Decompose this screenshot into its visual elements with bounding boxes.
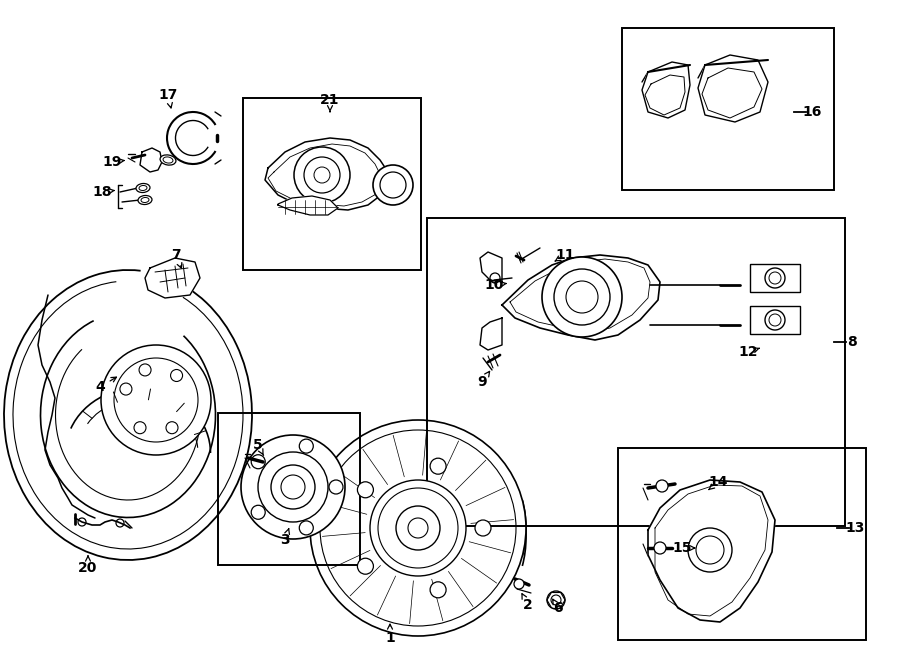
Text: 16: 16 (802, 105, 822, 119)
Bar (622, 28, 834, 190)
Bar (750, 264, 800, 292)
Text: 20: 20 (78, 561, 98, 575)
Circle shape (430, 582, 446, 598)
Bar (243, 98, 421, 270)
Circle shape (514, 579, 524, 589)
Circle shape (120, 383, 132, 395)
Ellipse shape (138, 195, 152, 205)
Text: 6: 6 (554, 601, 562, 615)
Circle shape (373, 165, 413, 205)
Polygon shape (140, 148, 162, 172)
Text: 19: 19 (103, 155, 122, 169)
Text: 10: 10 (484, 278, 504, 292)
Text: 2: 2 (523, 598, 533, 612)
Bar (427, 218, 845, 526)
Polygon shape (480, 318, 502, 350)
Circle shape (357, 482, 374, 498)
Circle shape (357, 558, 374, 574)
Text: 9: 9 (477, 375, 487, 389)
Polygon shape (698, 55, 768, 122)
Polygon shape (502, 255, 660, 340)
Circle shape (101, 345, 211, 455)
Circle shape (765, 310, 785, 330)
Circle shape (370, 480, 466, 576)
Circle shape (396, 506, 440, 550)
Circle shape (430, 458, 446, 474)
Circle shape (271, 465, 315, 509)
Text: 15: 15 (672, 541, 692, 555)
Text: 3: 3 (280, 533, 290, 547)
Text: 8: 8 (847, 335, 857, 349)
Text: 21: 21 (320, 93, 340, 107)
Circle shape (310, 420, 526, 636)
Polygon shape (278, 196, 338, 215)
Text: 18: 18 (92, 185, 112, 199)
Bar (750, 306, 800, 334)
Bar (218, 413, 360, 565)
Circle shape (329, 480, 343, 494)
Circle shape (765, 268, 785, 288)
Circle shape (300, 521, 313, 535)
Circle shape (475, 520, 491, 536)
Text: 13: 13 (845, 521, 865, 535)
Text: 14: 14 (708, 475, 728, 489)
Circle shape (251, 505, 266, 519)
Text: 4: 4 (95, 380, 105, 394)
Text: 12: 12 (738, 345, 758, 359)
Circle shape (258, 452, 328, 522)
Circle shape (300, 439, 313, 453)
Ellipse shape (160, 155, 176, 165)
Circle shape (654, 542, 666, 554)
Circle shape (542, 257, 622, 337)
Circle shape (656, 480, 668, 492)
Text: 11: 11 (555, 248, 575, 262)
Polygon shape (648, 480, 775, 622)
Circle shape (241, 435, 345, 539)
Text: 17: 17 (158, 88, 177, 102)
Text: 5: 5 (253, 438, 263, 452)
Text: 7: 7 (171, 248, 181, 262)
Circle shape (134, 422, 146, 434)
Circle shape (251, 455, 266, 469)
Circle shape (294, 147, 350, 203)
Bar (618, 448, 866, 640)
Polygon shape (265, 138, 390, 210)
Ellipse shape (136, 183, 150, 193)
Circle shape (688, 528, 732, 572)
Circle shape (547, 591, 565, 609)
Circle shape (166, 422, 178, 434)
Circle shape (140, 364, 151, 376)
Circle shape (171, 369, 183, 381)
Polygon shape (145, 258, 200, 298)
Polygon shape (480, 252, 502, 282)
Polygon shape (642, 62, 690, 118)
Text: 1: 1 (385, 631, 395, 645)
